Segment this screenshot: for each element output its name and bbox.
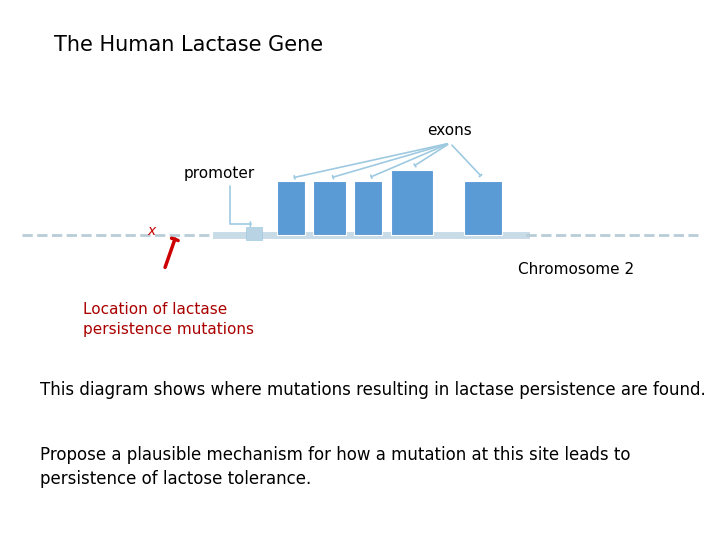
Text: The Human Lactase Gene: The Human Lactase Gene — [54, 35, 323, 55]
Bar — [354, 181, 382, 235]
Text: This diagram shows where mutations resulting in lactase persistence are found.: This diagram shows where mutations resul… — [40, 381, 706, 399]
Bar — [391, 170, 433, 235]
Text: promoter: promoter — [184, 166, 255, 181]
Text: x: x — [147, 224, 156, 238]
Bar — [313, 181, 346, 235]
Text: Propose a plausible mechanism for how a mutation at this site leads to
persisten: Propose a plausible mechanism for how a … — [40, 446, 630, 489]
Bar — [246, 227, 262, 240]
Text: Chromosome 2: Chromosome 2 — [518, 262, 634, 278]
Bar — [464, 181, 502, 235]
Bar — [277, 181, 305, 235]
Text: exons: exons — [428, 123, 472, 138]
Text: Location of lactase
persistence mutations: Location of lactase persistence mutation… — [83, 302, 254, 337]
